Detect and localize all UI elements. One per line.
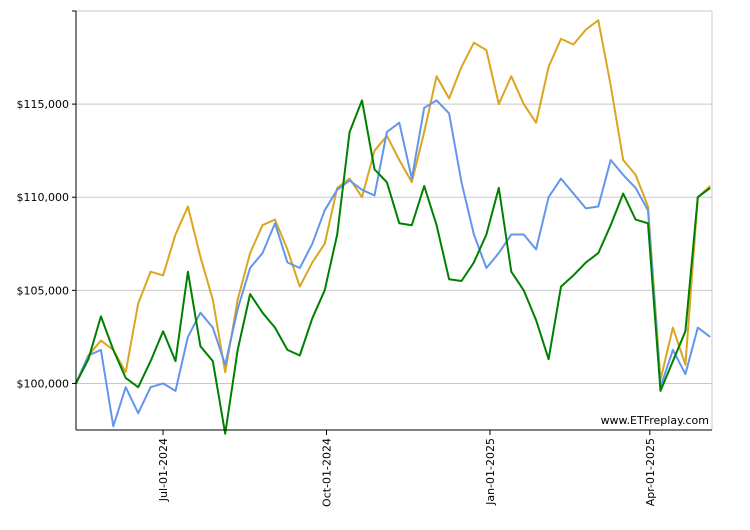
x-tick-label-0: Jul-01-2024: [157, 438, 170, 502]
y-tick-label-3: $115,000: [17, 98, 70, 111]
y-tick-labels: $100,000 $105,000 $110,000 $115,000: [17, 98, 70, 390]
y-tick-label-0: $100,000: [17, 377, 70, 390]
series-line-2: [75, 99, 711, 435]
grid-lines: [76, 10, 713, 430]
x-tick-labels: Jul-01-2024 Oct-01-2024 Jan-01-2025 Apr-01-…: [157, 438, 657, 507]
x-tick-label-1: Oct-01-2024: [320, 438, 333, 507]
series-line-1: [75, 99, 711, 428]
x-tick-label-2: Jan-01-2025: [484, 438, 497, 506]
series-lines: [75, 19, 711, 435]
watermark-text: www.ETFreplay.com: [601, 414, 709, 427]
y-tick-label-1: $105,000: [17, 284, 70, 297]
x-tick-label-3: Apr-01-2025: [644, 438, 657, 506]
y-tick-label-2: $110,000: [17, 191, 70, 204]
series-line-0: [75, 19, 711, 384]
axes: [72, 10, 712, 435]
